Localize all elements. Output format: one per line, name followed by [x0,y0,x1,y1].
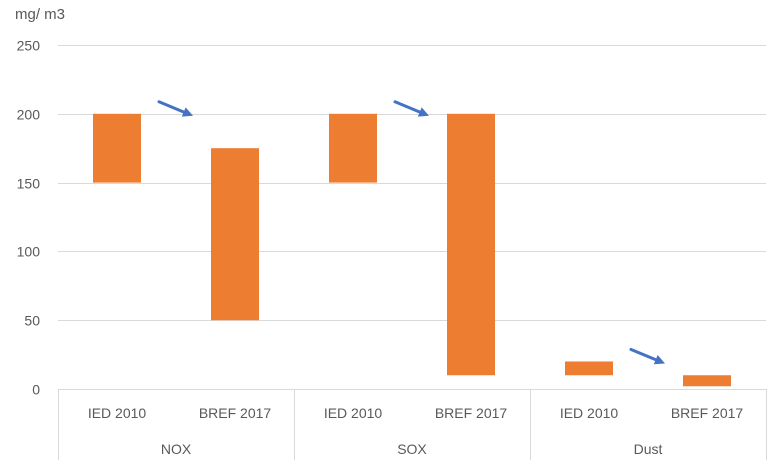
y-tick-label: 200 [17,107,41,123]
bar-dust-ied-2010 [565,361,613,376]
bar-nox-bref-2017 [211,148,259,321]
x-category-label: IED 2010 [324,405,383,421]
x-axis: IED 2010 BREF 2017 NOX IED 2010 BREF 2017 SOX… [58,389,767,460]
y-tick-label: 50 [24,313,40,329]
arrow-head-nox [181,107,193,117]
y-tick-label: 150 [17,176,41,192]
decrease-arrows [157,100,665,365]
y-tick-label: 100 [17,244,41,260]
y-axis-ticks: 0 50 100 150 200 250 [17,38,41,398]
arrow-head-dust [653,355,665,365]
gridlines [58,45,766,390]
x-group-label: Dust [634,441,663,457]
y-tick-label: 0 [32,382,40,398]
bar-nox-ied-2010 [93,113,141,183]
bars [93,113,731,387]
x-group-label: SOX [397,441,427,457]
y-tick-label: 250 [17,38,41,54]
bar-dust-bref-2017 [683,375,731,387]
x-category-label: IED 2010 [88,405,147,421]
y-axis-unit-label: mg/ m3 [15,6,65,23]
x-category-label: BREF 2017 [671,405,744,421]
x-category-label: BREF 2017 [435,405,508,421]
x-group-label: NOX [161,441,192,457]
arrow-head-sox [417,107,429,117]
bar-sox-ied-2010 [329,113,377,183]
x-category-label: BREF 2017 [199,405,272,421]
x-category-label: IED 2010 [560,405,619,421]
bar-sox-bref-2017 [447,113,495,376]
